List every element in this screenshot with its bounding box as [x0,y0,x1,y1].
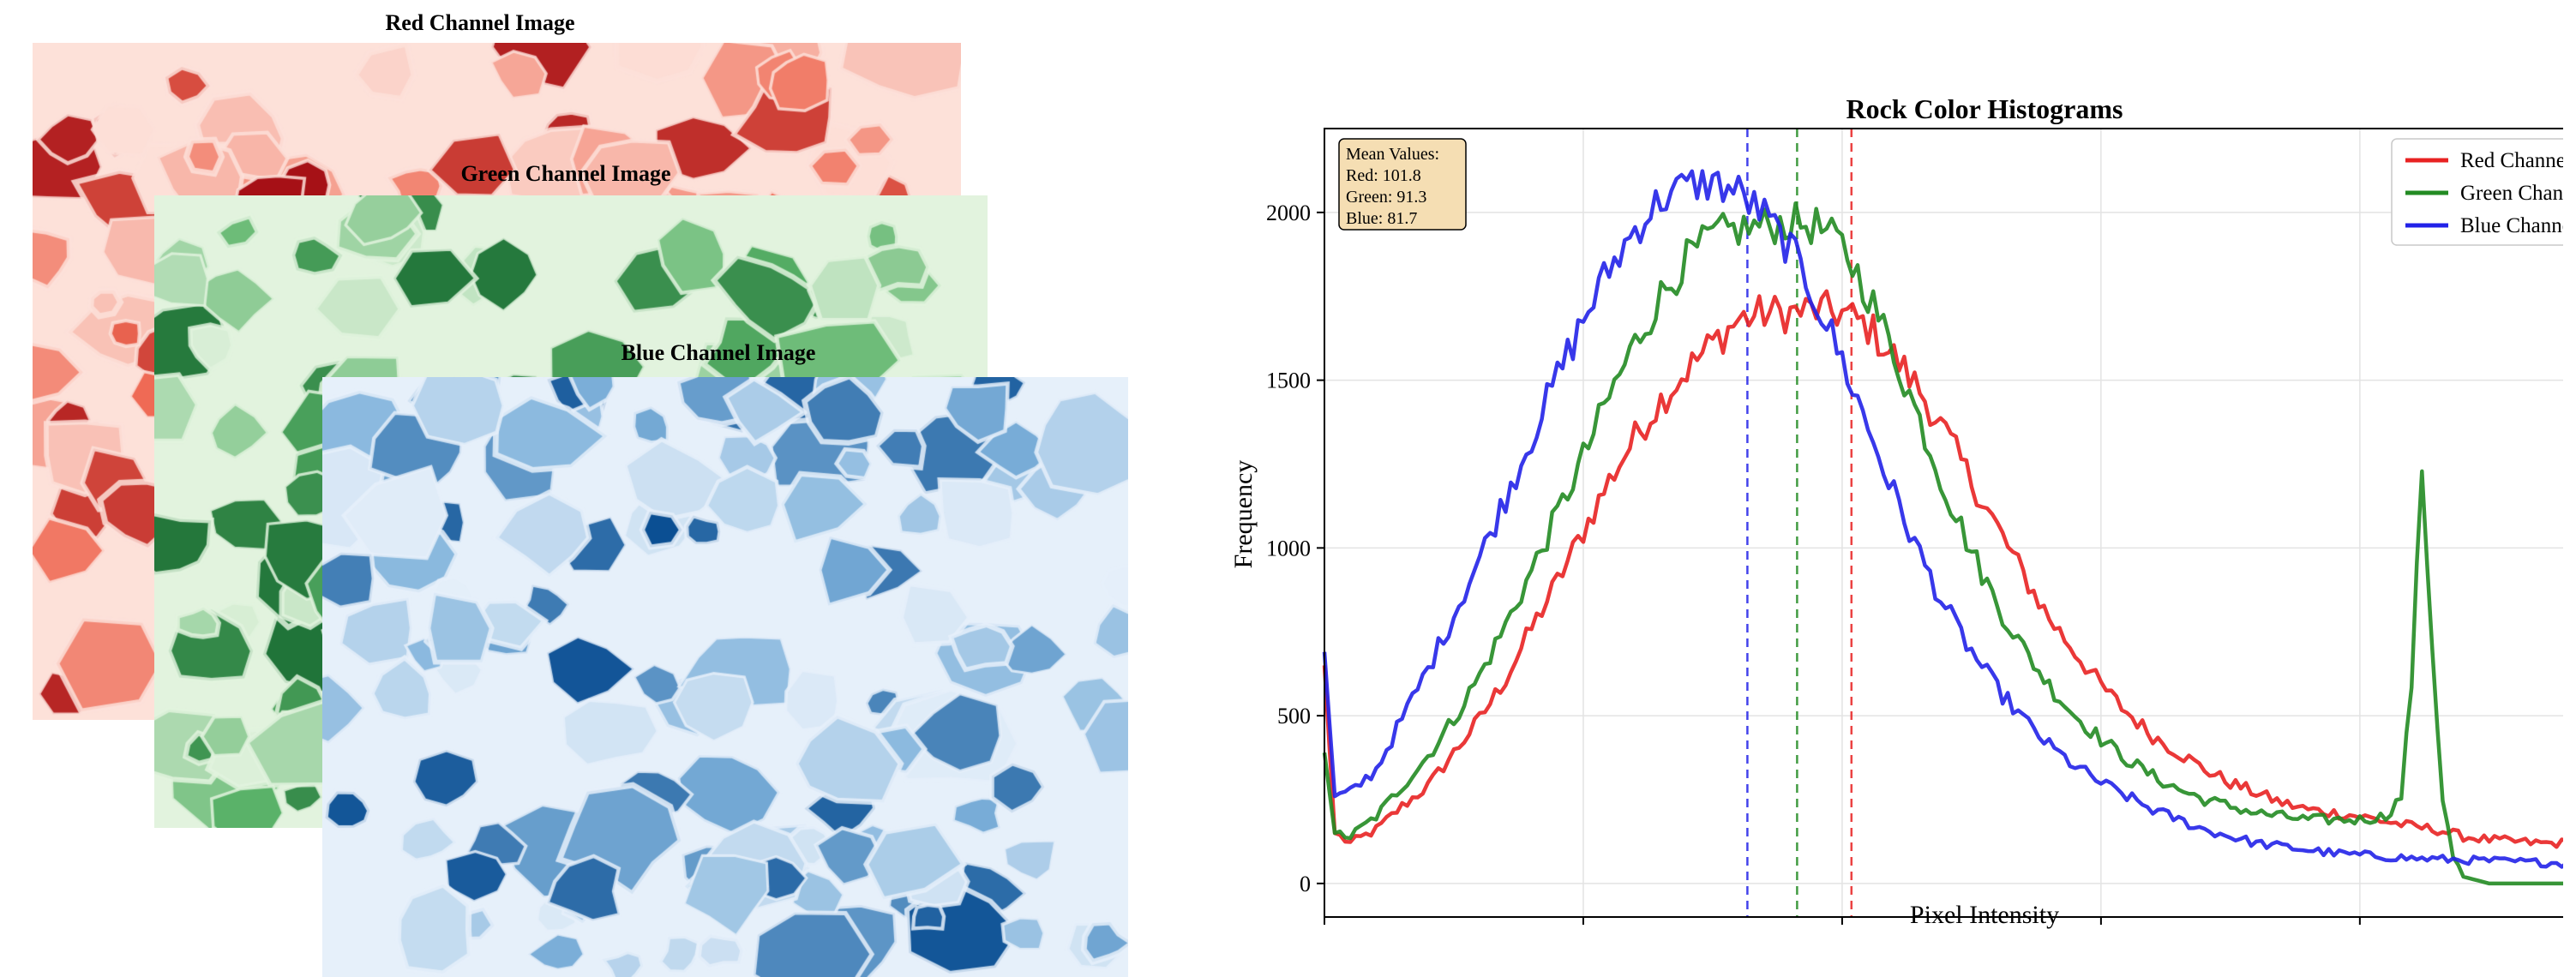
chart-title: Rock Color Histograms [1846,93,2123,124]
grid-lines [1324,129,2563,917]
y-tick-label: 1500 [1266,369,1311,393]
y-tick-label: 2000 [1266,201,1311,225]
mean-value-red: Red: 101.8 [1346,166,1421,185]
blue-channel-title: Blue Channel Image [621,340,816,365]
x-tick-label: 100 [1825,932,1858,934]
legend-label-red: Red Channel [2460,149,2563,172]
x-tick-label: 150 [2084,932,2117,934]
x-axis-label: Pixel Intensity [1910,901,2059,929]
mean-values-box: Mean Values: Red: 101.8 Green: 91.3 Blue… [1338,138,1467,231]
x-tick-label: 50 [1572,932,1594,934]
mean-lines [1746,129,1853,917]
legend-label-green: Green Channel [2460,182,2563,205]
blue-channel-image [322,377,1128,977]
y-tick-label: 1000 [1266,536,1311,560]
series-line-red [1322,289,2563,849]
mean-value-blue: Blue: 81.7 [1346,209,1417,228]
legend-label-blue: Blue Channel [2460,214,2563,237]
red-channel-title: Red Channel Image [385,10,575,35]
mean-values-heading: Mean Values: [1346,145,1439,164]
x-tick-label: 0 [1319,932,1330,934]
legend: Red Channel Green Channel Blue Channel [2391,138,2563,246]
axis-ticks: 0501001502002500500100015002000 [1266,201,2376,934]
plot-frame [1324,128,2563,918]
y-tick-label: 0 [1300,872,1311,896]
histogram-chart: Rock Color Histograms 050100150200250050… [1229,93,2563,934]
series-line-green [1322,201,2563,886]
mean-value-green: Green: 91.3 [1346,188,1426,207]
y-axis-label: Frequency [1229,460,1258,569]
series-lines [1322,169,2563,886]
x-tick-label: 200 [2343,932,2376,934]
y-tick-label: 500 [1277,704,1311,728]
green-channel-title: Green Channel Image [460,161,671,186]
series-line-blue [1322,169,2563,869]
